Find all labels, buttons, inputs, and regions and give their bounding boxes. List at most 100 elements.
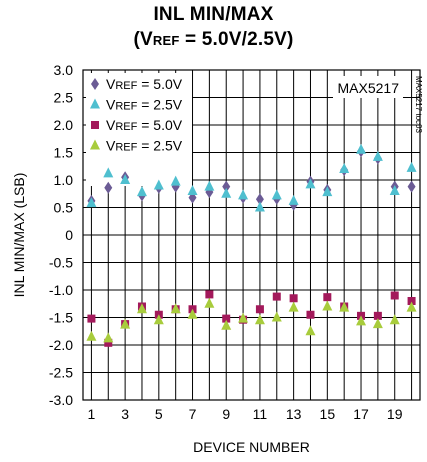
data-point [120, 174, 131, 184]
y-tick-label: 1.5 [54, 145, 74, 161]
legend-marker [90, 139, 100, 150]
y-tick-label: 0 [65, 227, 73, 243]
data-point [288, 194, 299, 205]
data-point [322, 300, 333, 311]
data-point [86, 197, 97, 208]
series-3 [86, 297, 417, 343]
data-point [204, 297, 215, 308]
y-tick-label: -2.0 [49, 337, 73, 353]
x-tick-label: 17 [353, 406, 369, 422]
legend-label: VREF = 5.0V [106, 117, 183, 133]
y-tick-label: 2.5 [54, 90, 74, 106]
data-point [254, 201, 265, 212]
x-tick-labels: 1 3 5 7 9 11 13 15 17 19 [88, 406, 403, 422]
y-tick-label: 1.0 [54, 172, 74, 188]
data-point [288, 301, 299, 312]
chart-title-line1: INL MIN/MAX [153, 4, 274, 25]
y-axis-label: INL MIN/MAX (LSB) [11, 173, 27, 298]
legend: VREF = 5.0V VREF = 2.5V VREF = 5.0V VREF = … [86, 73, 192, 186]
legend-marker [91, 121, 99, 129]
data-point [389, 185, 400, 195]
data-point [372, 150, 383, 161]
data-point [104, 181, 113, 194]
data-point [372, 318, 383, 329]
data-point [373, 311, 382, 320]
data-point [271, 189, 282, 200]
y-tick-label: -3.0 [49, 392, 73, 408]
x-tick-label: 1 [88, 406, 96, 422]
data-point [153, 179, 164, 190]
series-1 [86, 143, 417, 212]
legend-label: VREF = 2.5V [106, 138, 183, 154]
data-point [222, 314, 231, 323]
data-point [238, 189, 249, 200]
legend-marker [91, 78, 99, 90]
data-point [170, 303, 181, 314]
data-point [407, 180, 416, 193]
y-tick-label: -1.5 [49, 310, 73, 326]
y-tick-label: 3.0 [54, 62, 74, 78]
data-point [187, 185, 198, 195]
part-number-box [333, 76, 403, 98]
y-tick-label: -0.5 [49, 255, 73, 271]
x-tick-label: 3 [121, 406, 129, 422]
x-tick-label: 11 [253, 406, 268, 422]
data-point [153, 314, 164, 325]
x-tick-label: 5 [155, 406, 163, 422]
series-2 [87, 290, 416, 347]
data-point [323, 293, 332, 302]
data-point [255, 305, 264, 314]
figure-code: MAX5217 toc03 [414, 76, 423, 133]
data-point [120, 318, 131, 329]
data-point [322, 186, 333, 197]
legend-box [86, 73, 192, 186]
legend-label: VREF = 2.5V [106, 97, 183, 113]
data-point [389, 314, 400, 325]
data-point [407, 297, 416, 305]
data-point [187, 308, 198, 319]
data-point [221, 187, 232, 198]
x-tick-label: 13 [286, 406, 302, 422]
data-point [103, 332, 114, 343]
data-point [238, 312, 249, 323]
x-tick-label: 19 [387, 406, 403, 422]
legend-marker [90, 98, 100, 109]
y-tick-label: 0.5 [54, 200, 74, 216]
data-point [136, 186, 147, 197]
y-tick-label: -1.0 [49, 282, 73, 298]
data-point [103, 167, 114, 178]
y-tick-label: 2.0 [54, 117, 74, 133]
data-point [136, 303, 147, 314]
data-point [104, 338, 113, 347]
data-point [406, 301, 417, 312]
data-point [271, 311, 282, 322]
x-axis-label: DEVICE NUMBER [193, 439, 310, 455]
data-point [390, 291, 399, 300]
data-point [272, 292, 281, 301]
chart-title-line2: (VREF = 5.0V/2.5V) [133, 29, 294, 50]
y-tick-labels: 3.0 2.5 2.0 1.5 1.0 0.5 0 -0.5 -1.0 -1.5 -2.0 -2.5 -… [49, 62, 73, 408]
data-point [87, 314, 96, 323]
data-point [339, 163, 350, 173]
data-series [86, 143, 417, 347]
data-point [222, 180, 231, 193]
plot-frame [82, 69, 421, 401]
data-point [306, 310, 315, 319]
x-tick-label: 15 [320, 406, 336, 422]
data-point [356, 143, 367, 154]
y-tick-label: -2.5 [49, 365, 73, 381]
data-point [221, 319, 232, 330]
data-point [289, 294, 298, 303]
data-point [170, 175, 181, 186]
data-point [205, 290, 214, 299]
part-number-label: MAX5217 [338, 80, 400, 96]
data-point [305, 178, 316, 189]
data-point [356, 315, 367, 326]
data-point [406, 161, 417, 172]
data-point [255, 193, 264, 206]
data-point [204, 180, 215, 191]
x-tick-label: 7 [189, 406, 197, 422]
data-point [86, 330, 97, 341]
data-point [339, 301, 350, 312]
